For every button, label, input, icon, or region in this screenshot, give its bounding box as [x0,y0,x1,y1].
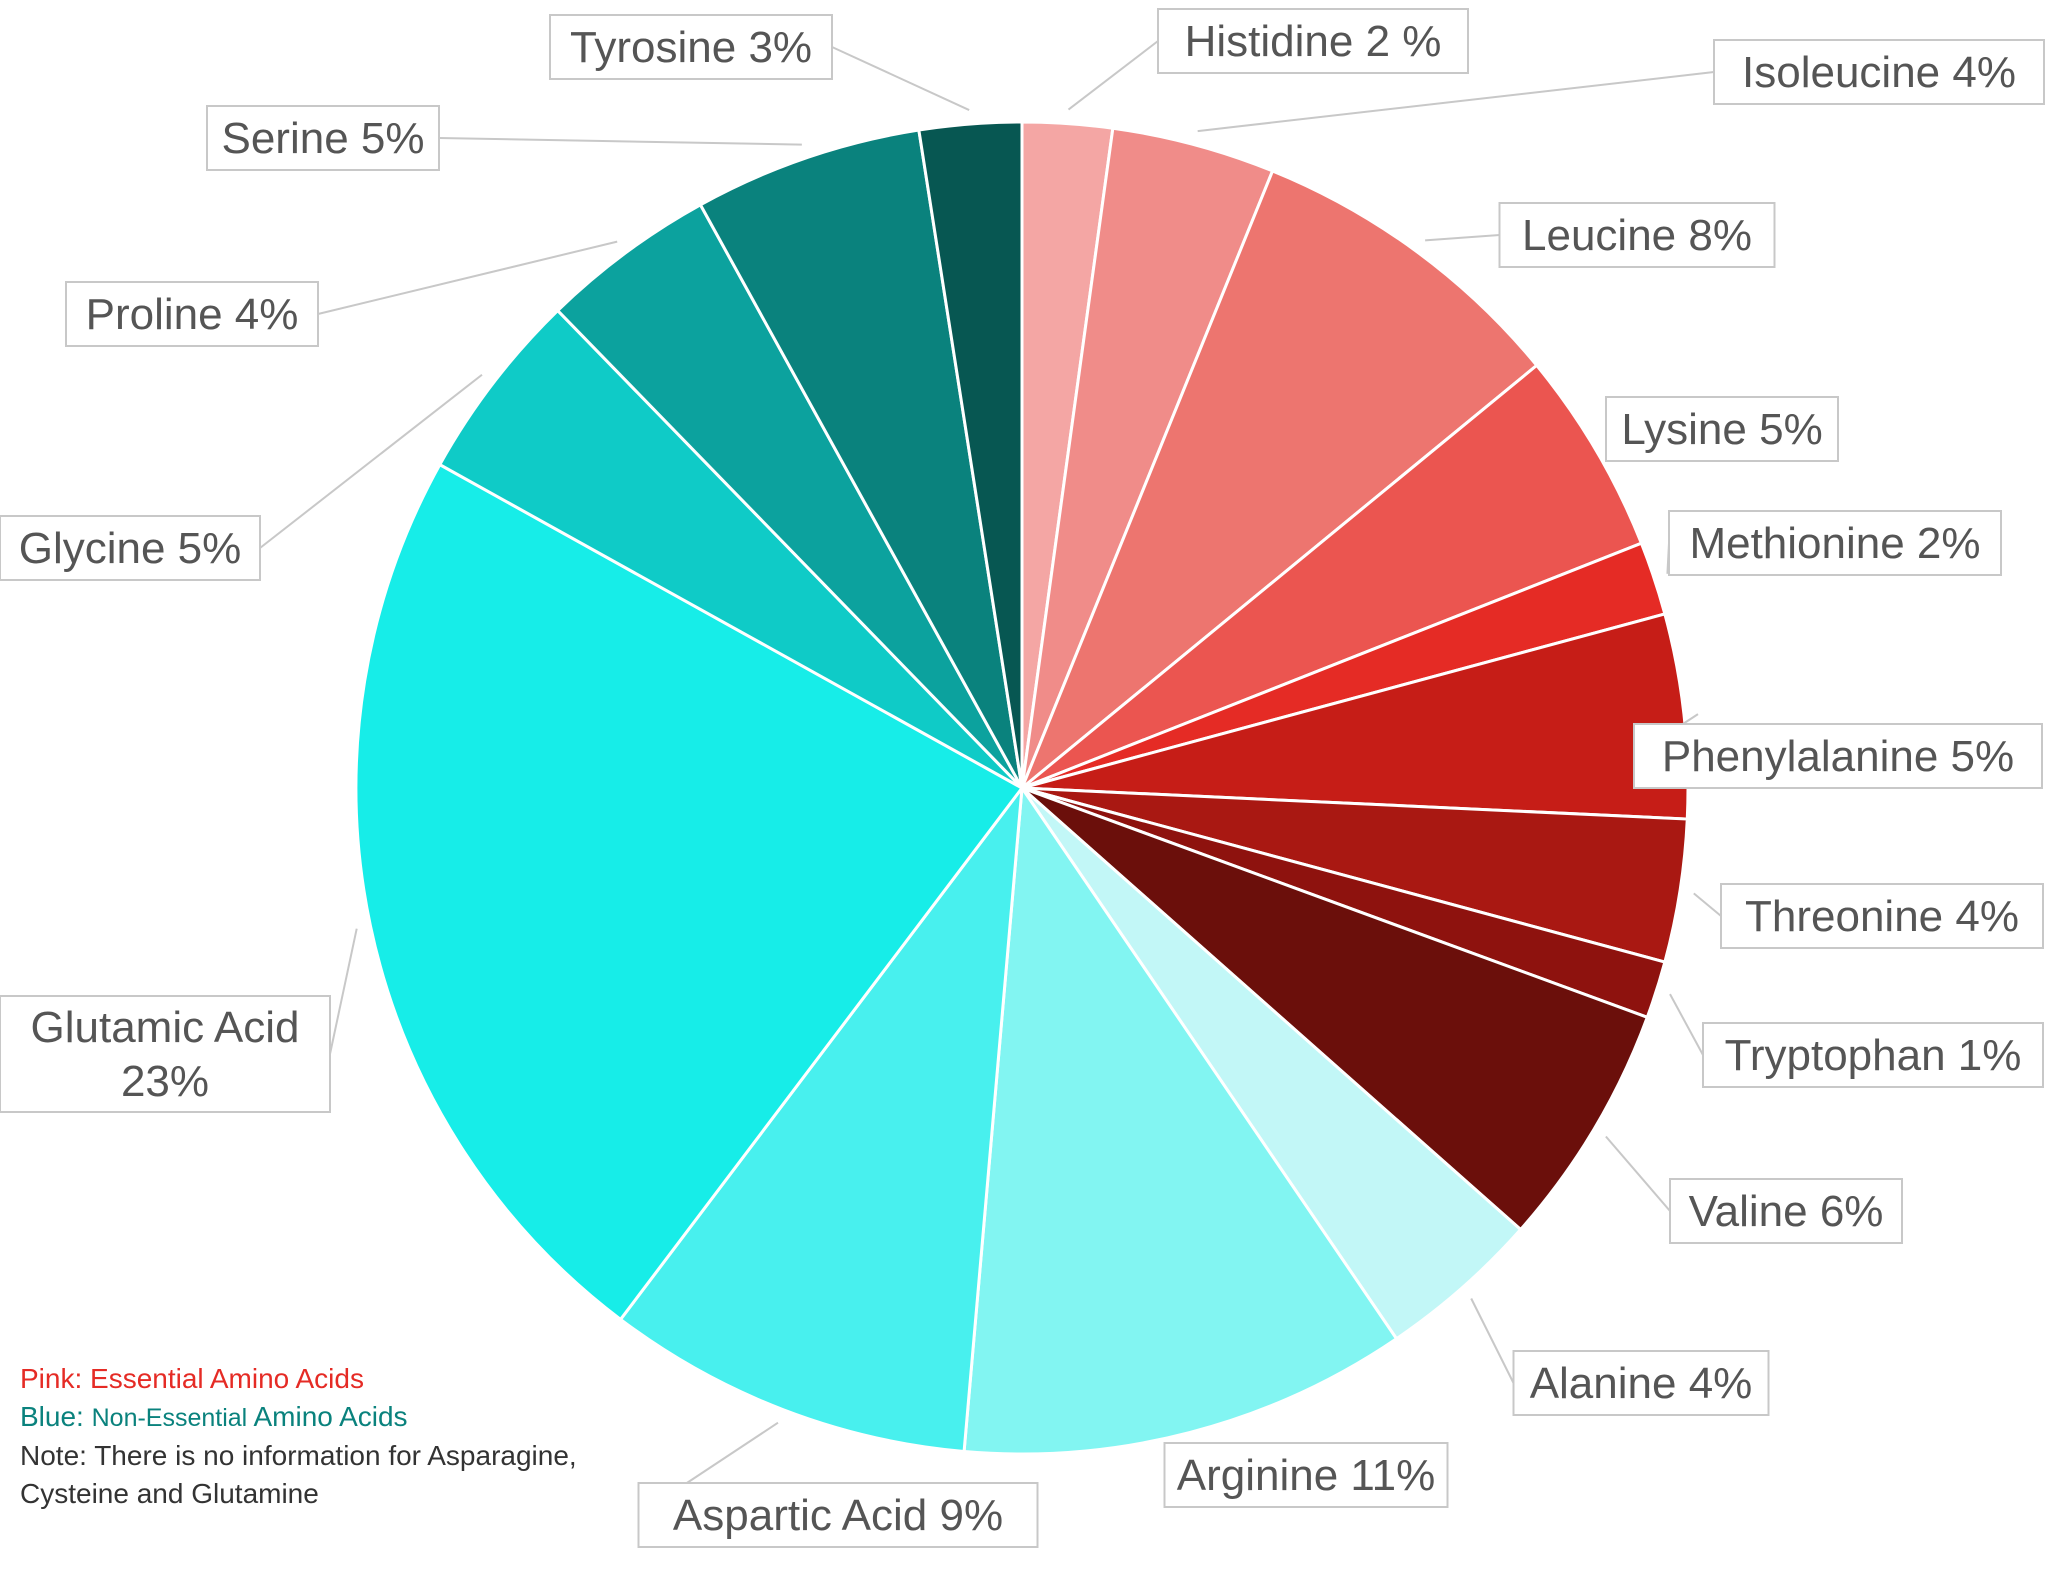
legend-essential-label: Essential Amino Acids [90,1363,364,1394]
slice-label-tyrosine: Tyrosine 3% [549,14,833,80]
pie-slice-glycine [437,308,1024,790]
pie-slices [354,120,1690,1456]
legend: Pink: Essential Amino Acids Blue: Non-Es… [20,1360,660,1513]
label-box [1163,1442,1449,1508]
label-box [1157,8,1469,74]
label-text: Alanine 4% [1530,1359,1753,1408]
label-box [0,515,261,581]
label-box [1498,202,1776,268]
label-text: Histidine 2 % [1185,17,1442,66]
label-box [1713,39,2045,105]
label-text: Threonine 4% [1745,892,2019,941]
leader-line-valine [1605,1135,1671,1212]
leader-line-tyrosine [831,46,970,111]
leader-line-alanine [1470,1298,1515,1384]
pie-slice-lysine [1021,363,1644,790]
leader-line-leucine [1425,234,1500,242]
label-text: Tyrosine 3% [570,23,812,72]
legend-nonessential-prefix: Blue: [20,1401,92,1432]
label-text: Lysine 5% [1621,405,1822,454]
label-text: Leucine 8% [1522,211,1752,260]
pie-slice-arginine [962,783,1399,1456]
leader-line-serine [438,137,802,146]
slice-label-alanine: Alanine 4% [1512,1350,1770,1416]
legend-essential: Pink: Essential Amino Acids [20,1360,660,1398]
legend-essential-prefix: Pink: [20,1363,91,1394]
legend-nonessential-label: Amino Acids [247,1401,408,1432]
slice-label-tryptophan: Tryptophan 1% [1702,1022,2044,1088]
leader-line-tryptophan [1669,993,1704,1056]
slice-labels: Histidine 2 % Isoleucine 4% Leucine 8% Lysi… [0,8,2045,1548]
slice-label-glycine: Glycine 5% [0,515,261,581]
slice-label-valine: Valine 6% [1669,1178,1903,1244]
label-text: Proline 4% [86,290,299,339]
label-box [1702,1022,2044,1088]
slice-label-isoleucine: Isoleucine 4% [1713,39,2045,105]
label-text: Tryptophan 1% [1725,1031,2022,1080]
slice-label-methionine: Methionine 2% [1668,510,2002,576]
label-text: Isoleucine 4% [1742,48,2016,97]
label-text: Arginine 11% [1177,1451,1435,1500]
slice-label-glutamic-acid: Glutamic Acid 23% [0,995,331,1113]
label-text: Glutamic Acid 23% [31,1003,300,1106]
legend-note: Note: There is no information for Aspara… [20,1440,577,1509]
legend-nonessential-small: Non-Essential [91,1404,248,1432]
label-box [1669,1178,1903,1244]
label-text: Serine 5% [221,114,424,163]
label-text: Aspartic Acid 9% [673,1491,1003,1540]
label-box [1605,396,1839,462]
label-text: Methionine 2% [1689,519,1980,568]
legend-nonessential: Blue: Non-Essential Amino Acids [20,1398,660,1437]
pie-slice-glutamic-acid [354,462,1025,1322]
label-box [549,14,833,80]
label-box [1720,883,2044,949]
slice-label-arginine: Arginine 11% [1163,1442,1449,1508]
label-box [0,995,331,1113]
pie-slice-phenylalanine [1021,612,1690,821]
label-text: Phenylalanine 5% [1662,732,2014,781]
pie-slice-serine [698,128,1024,789]
label-text: Valine 6% [1689,1187,1884,1236]
pie-slice-aspartic-acid [618,782,1024,1454]
label-box [206,105,440,171]
label-box [1633,723,2043,789]
leader-line-threonine [1693,892,1722,917]
label-text: Glycine 5% [19,524,242,573]
leader-line-proline [317,240,618,315]
slice-label-proline: Proline 4% [65,281,319,347]
slice-label-serine: Serine 5% [206,105,440,171]
pie-slice-valine [1021,786,1650,1232]
pie-slice-tyrosine [917,120,1024,789]
label-box [65,281,319,347]
leader-line-glycine [259,373,483,549]
label-box [637,1482,1039,1548]
leader-line-isoleucine [1197,71,1715,133]
pie-slice-proline [555,202,1024,790]
slice-label-aspartic-acid: Aspartic Acid 9% [637,1482,1039,1548]
slice-label-histidine: Histidine 2 % [1157,8,1469,74]
slice-label-threonine: Threonine 4% [1720,883,2044,949]
slice-label-phenylalanine: Phenylalanine 5% [1633,723,2043,789]
slice-label-lysine: Lysine 5% [1605,396,1839,462]
pie-slice-leucine [1020,168,1539,790]
leader-line-glutamic-acid [329,928,358,1055]
leader-line-histidine [1067,40,1159,111]
slice-label-leucine: Leucine 8% [1498,202,1776,268]
label-box [1668,510,2002,576]
label-box [1512,1350,1770,1416]
